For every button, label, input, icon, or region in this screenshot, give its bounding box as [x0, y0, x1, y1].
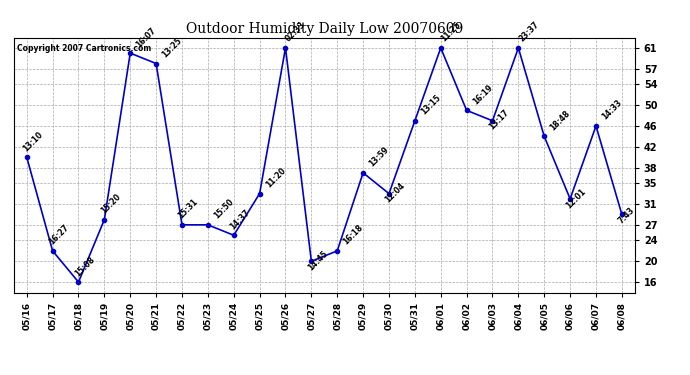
Text: 14:33: 14:33	[600, 98, 624, 122]
Text: 13:15: 13:15	[419, 93, 442, 117]
Text: 16:18: 16:18	[342, 223, 365, 247]
Text: 16:27: 16:27	[47, 223, 70, 247]
Text: 14:45: 14:45	[306, 249, 329, 272]
Text: 13:59: 13:59	[367, 145, 391, 169]
Text: 7:43: 7:43	[616, 206, 636, 225]
Text: 13:10: 13:10	[21, 130, 45, 153]
Text: Copyright 2007 Cartronics.com: Copyright 2007 Cartronics.com	[17, 44, 151, 53]
Text: 16:19: 16:19	[471, 83, 494, 106]
Text: 15:20: 15:20	[99, 192, 122, 216]
Text: 11:25: 11:25	[440, 20, 463, 44]
Text: 15:08: 15:08	[73, 255, 97, 278]
Text: 02:33: 02:33	[284, 20, 308, 44]
Text: 14:37: 14:37	[228, 208, 252, 231]
Text: 12:04: 12:04	[384, 181, 407, 205]
Text: 11:20: 11:20	[264, 166, 287, 189]
Text: 23:37: 23:37	[517, 20, 540, 44]
Title: Outdoor Humidity Daily Low 20070609: Outdoor Humidity Daily Low 20070609	[186, 22, 463, 36]
Text: 13:17: 13:17	[487, 108, 511, 132]
Text: 18:48: 18:48	[549, 109, 572, 132]
Text: 15:50: 15:50	[212, 197, 235, 220]
Text: 16:07: 16:07	[135, 26, 158, 49]
Text: 15:31: 15:31	[177, 197, 200, 220]
Text: 12:01: 12:01	[564, 186, 588, 210]
Text: 13:25: 13:25	[160, 36, 184, 59]
